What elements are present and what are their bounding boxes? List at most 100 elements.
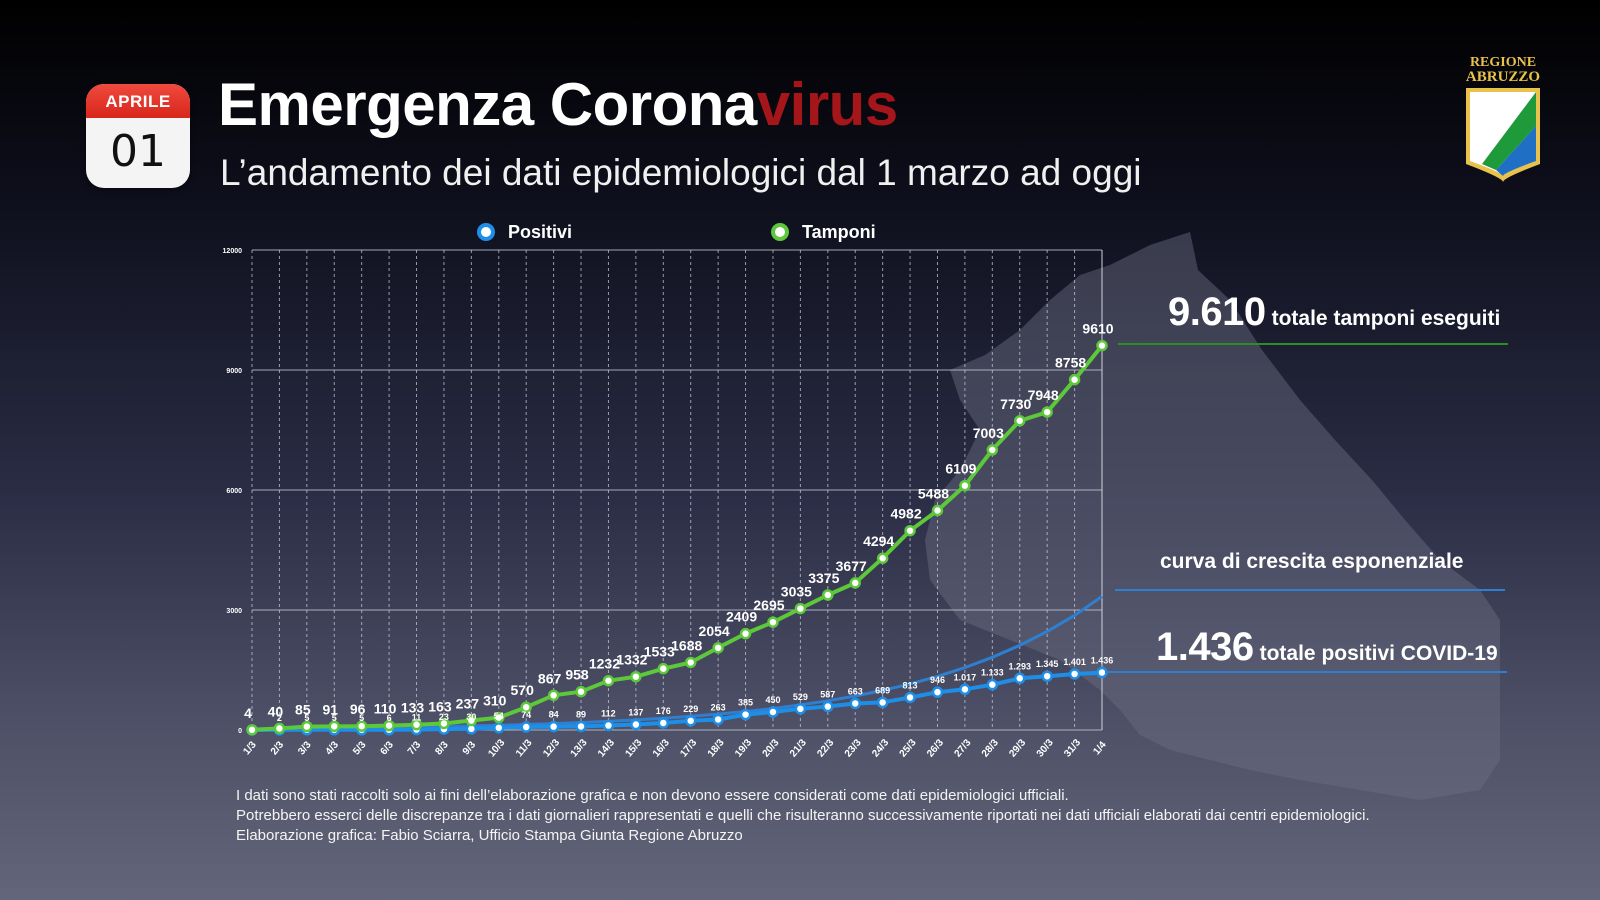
footnote-1: I dati sono stati raccolti solo ai fini … xyxy=(236,787,1069,804)
data-point-positivi xyxy=(986,678,999,691)
data-point-positivi xyxy=(712,713,724,726)
x-tick-label: 1/3 xyxy=(241,739,259,757)
data-label-positivi: 74 xyxy=(521,710,531,720)
data-point-tamponi xyxy=(410,718,423,731)
legend-label-positivi: Positivi xyxy=(508,222,572,242)
x-tick-label: 25/3 xyxy=(898,737,919,759)
data-point-tamponi xyxy=(986,444,999,456)
legend-label-tamponi: Tamponi xyxy=(802,222,876,242)
x-tick-label: 17/3 xyxy=(678,737,699,759)
logo-line1: REGIONE xyxy=(1470,55,1536,70)
x-tick-label: 12/3 xyxy=(541,737,562,759)
data-label-positivi: 2 xyxy=(277,713,282,723)
data-label-tamponi: 5488 xyxy=(918,485,949,501)
regione-abruzzo-logo: REGIONE ABRUZZO xyxy=(1466,55,1540,182)
x-tick-label: 14/3 xyxy=(596,737,617,759)
x-tick-label: 3/3 xyxy=(296,739,314,757)
x-tick-label: 31/3 xyxy=(1062,737,1083,759)
x-tick-label: 4/3 xyxy=(324,739,342,757)
data-point-tamponi xyxy=(1068,373,1081,386)
data-point-tamponi xyxy=(876,552,889,564)
logo-line2: ABRUZZO xyxy=(1466,69,1540,85)
footnote-2: Potrebbero esserci delle discrepanze tra… xyxy=(236,807,1370,824)
data-point-tamponi xyxy=(931,504,944,517)
data-label-positivi: 1.133 xyxy=(981,668,1004,678)
data-label-positivi: 30 xyxy=(466,712,476,722)
curve-label: curva di crescita esponenziale xyxy=(1160,550,1464,573)
footnote-3: Elaborazione grafica: Fabio Sciarra, Uff… xyxy=(236,827,743,844)
data-label-positivi: 1.436 xyxy=(1091,656,1114,666)
data-label-tamponi: 3035 xyxy=(781,584,812,600)
data-point-tamponi xyxy=(657,662,670,675)
data-label-positivi: 1.017 xyxy=(954,672,977,682)
calendar-icon: APRILE 01 xyxy=(86,84,190,188)
data-label-tamponi: 2409 xyxy=(726,609,757,625)
data-point-positivi xyxy=(657,717,670,729)
legend-marker-tamponi xyxy=(771,223,789,241)
data-point-tamponi xyxy=(767,616,779,628)
data-point-tamponi xyxy=(630,670,642,683)
data-label-positivi: 1.293 xyxy=(1008,661,1031,671)
x-tick-label: 2/3 xyxy=(269,739,287,757)
data-label-tamponi: 3677 xyxy=(836,558,867,574)
data-label-tamponi: 310 xyxy=(483,693,507,709)
x-tick-label: 7/3 xyxy=(406,739,424,757)
data-point-tamponi xyxy=(712,642,724,654)
x-tick-label: 18/3 xyxy=(706,737,727,759)
data-label-tamponi: 1232 xyxy=(589,656,620,672)
data-point-tamponi xyxy=(849,577,861,589)
x-tick-label: 16/3 xyxy=(651,737,672,759)
footnotes: I dati sono stati raccolti solo ai fini … xyxy=(236,786,1566,846)
data-point-tamponi xyxy=(739,627,752,640)
x-tick-label: 13/3 xyxy=(569,737,590,759)
data-point-tamponi xyxy=(301,720,313,733)
data-point-tamponi xyxy=(822,589,834,601)
data-point-positivi xyxy=(1041,670,1053,682)
x-tick-label: 22/3 xyxy=(815,737,836,759)
data-label-tamponi: 7948 xyxy=(1028,387,1059,403)
data-point-positivi xyxy=(602,719,615,732)
positivi-total: 1.436 totale positivi COVID-19 xyxy=(1156,625,1498,670)
x-tick-label: 5/3 xyxy=(351,739,369,757)
data-label-positivi: 263 xyxy=(711,702,726,712)
data-label-positivi: 529 xyxy=(793,692,808,702)
data-label-tamponi: 110 xyxy=(374,701,397,717)
data-label-tamponi: 1332 xyxy=(616,652,647,668)
data-point-positivi xyxy=(739,708,752,721)
data-label-tamponi: 4294 xyxy=(863,533,894,549)
data-point-positivi xyxy=(849,697,861,710)
x-tick-label: 21/3 xyxy=(788,737,809,759)
data-label-tamponi: 237 xyxy=(456,696,480,712)
tamponi-total: 9.610 totale tamponi eseguiti xyxy=(1168,290,1500,335)
data-label-tamponi: 4982 xyxy=(890,506,921,522)
data-label-positivi: 1.401 xyxy=(1063,657,1086,667)
data-point-tamponi xyxy=(465,714,478,727)
data-label-tamponi: 7730 xyxy=(1000,396,1031,412)
data-label-tamponi: 2695 xyxy=(753,597,784,613)
data-label-positivi: 663 xyxy=(848,686,863,696)
data-point-tamponi xyxy=(1013,415,1026,427)
data-point-positivi xyxy=(794,703,807,715)
data-label-positivi: 450 xyxy=(765,695,780,705)
data-point-tamponi xyxy=(547,689,560,702)
data-point-positivi xyxy=(547,720,560,733)
data-label-positivi: 6 xyxy=(387,713,392,723)
data-point-positivi xyxy=(767,706,779,718)
data-label-positivi: 229 xyxy=(683,704,698,714)
data-label-positivi: 54 xyxy=(494,711,504,721)
data-label-tamponi: 867 xyxy=(538,670,562,686)
data-label-positivi: 112 xyxy=(601,709,616,719)
x-tick-label: 27/3 xyxy=(953,737,974,759)
data-label-positivi: 5 xyxy=(304,713,309,723)
data-point-tamponi xyxy=(1096,339,1108,352)
tamponi-total-label: totale tamponi eseguiti xyxy=(1271,307,1501,330)
data-label-tamponi: 9610 xyxy=(1082,321,1113,337)
data-point-positivi xyxy=(684,715,697,727)
data-label-positivi: 689 xyxy=(875,685,890,695)
data-point-tamponi xyxy=(1041,406,1053,418)
y-tick-label: 0 xyxy=(238,728,242,735)
page-title: Emergenza Coronavirus xyxy=(218,70,898,139)
data-label-positivi: 813 xyxy=(903,680,918,690)
data-label-tamponi: 96 xyxy=(350,701,366,717)
